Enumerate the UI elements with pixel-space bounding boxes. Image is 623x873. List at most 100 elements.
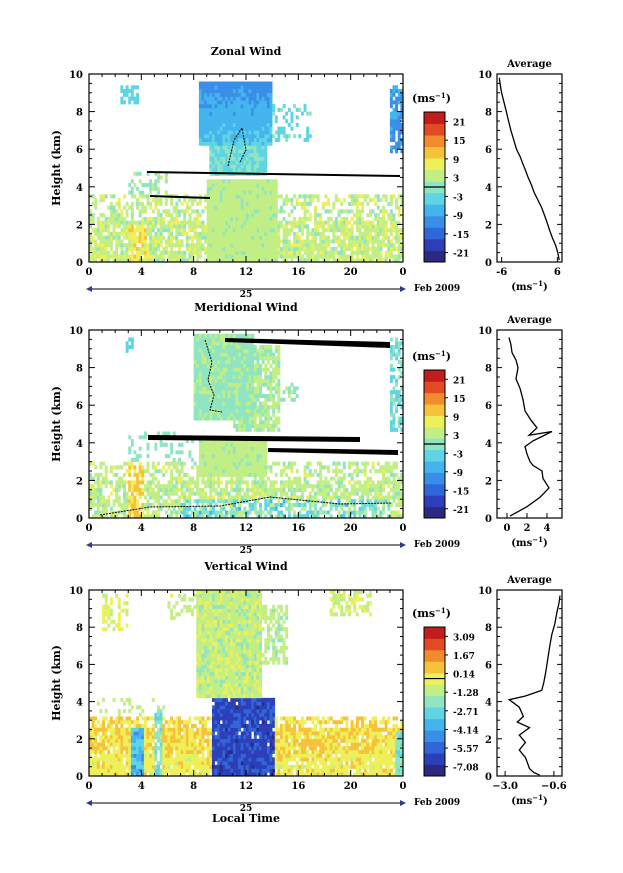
heatmap-cell	[227, 194, 231, 199]
heatmap-cell	[217, 461, 221, 466]
heatmap-cell	[204, 130, 208, 135]
heatmap-cell	[355, 491, 359, 496]
heatmap-cell	[332, 476, 336, 481]
heatmap-cell	[99, 224, 103, 229]
heatmap-cell	[136, 96, 140, 101]
heatmap-cell	[248, 213, 252, 218]
heatmap-cell	[324, 220, 328, 225]
heatmap-cell	[350, 194, 354, 199]
heatmap-cell	[248, 363, 252, 368]
heatmap-cell	[211, 439, 215, 444]
heatmap-cell	[261, 130, 265, 135]
heatmap-cell	[374, 495, 378, 500]
heatmap-cell	[251, 439, 255, 444]
heatmap-cell	[219, 205, 223, 210]
heatmap-cell	[204, 506, 208, 511]
heatmap-cell	[232, 397, 236, 402]
heatmap-cell	[177, 239, 181, 244]
heatmap-cell	[232, 371, 236, 376]
heatmap-cell	[298, 201, 302, 206]
heatmap-cell	[151, 491, 155, 496]
heatmap-cell	[130, 442, 134, 447]
heatmap-cell	[89, 254, 92, 259]
heatmap-cell	[340, 476, 344, 481]
heatmap-cell	[303, 476, 307, 481]
heatmap-cell	[334, 250, 338, 255]
heatmap-cell	[363, 250, 367, 255]
heatmap-cell	[246, 424, 249, 429]
heatmap-cell	[389, 390, 393, 395]
heatmap-cell	[256, 89, 260, 94]
heatmap-cell	[209, 92, 213, 97]
heatmap-cell	[246, 231, 249, 236]
heatmap-cell	[389, 149, 393, 154]
heatmap-cell	[196, 337, 200, 342]
heatmap-cell	[222, 416, 226, 421]
heatmap-cell	[157, 179, 160, 184]
heatmap-cell	[209, 333, 213, 338]
heatmap-cell	[206, 461, 210, 466]
heatmap-cell	[392, 100, 396, 105]
heatmap-cell	[264, 412, 268, 417]
heatmap-cell	[193, 356, 197, 361]
heatmap-cell	[183, 514, 187, 519]
heatmap-cell	[206, 341, 210, 346]
heatmap-cell	[238, 450, 242, 455]
heatmap-cell	[324, 465, 328, 470]
heatmap-cell	[109, 213, 113, 218]
heatmap-cell	[167, 506, 171, 511]
heatmap-cell	[266, 239, 270, 244]
heatmap-cell	[259, 390, 262, 395]
heatmap-cell	[256, 442, 260, 447]
heatmap-cell	[235, 465, 239, 470]
heatmap-cell	[290, 246, 294, 252]
heatmap-cell	[214, 345, 218, 350]
heatmap-cell	[211, 81, 215, 86]
heatmap-cell	[253, 198, 257, 203]
heatmap-cell	[219, 480, 223, 485]
heatmap-cell	[392, 246, 396, 252]
heatmap-cell	[246, 100, 249, 105]
heatmap-cell	[209, 454, 213, 459]
heatmap-cell	[193, 480, 197, 485]
heatmap-cell	[222, 235, 226, 240]
heatmap-cell	[151, 502, 155, 508]
heatmap-cell	[259, 164, 262, 169]
heatmap-cells	[89, 333, 404, 519]
heatmap-cell	[259, 465, 262, 470]
heatmap-cell	[198, 499, 202, 504]
heatmap-cell	[243, 393, 247, 398]
heatmap-cell	[371, 502, 375, 508]
heatmap-cell	[397, 209, 401, 214]
heatmap-cell	[188, 235, 192, 240]
heatmap-cell	[259, 424, 262, 429]
heatmap-cell	[358, 487, 362, 492]
heatmap-cell	[316, 514, 320, 519]
heatmap-cell	[230, 126, 234, 131]
heatmap-cell	[274, 235, 278, 240]
heatmap-cell	[259, 363, 262, 368]
heatmap-cell	[235, 461, 239, 466]
heatmap-cell	[243, 209, 247, 214]
heatmap-cell	[198, 92, 202, 97]
heatmap-cell	[272, 393, 276, 398]
heatmap-cell	[201, 506, 205, 511]
heatmap-cell	[361, 235, 365, 240]
heatmap-cell	[345, 220, 349, 225]
heatmap-cell	[397, 246, 401, 252]
heatmap-cell	[264, 107, 268, 112]
heatmap-cell	[306, 137, 310, 142]
heatmap-cell	[185, 487, 189, 492]
heatmap-cell	[128, 190, 132, 195]
heatmap-cell	[303, 246, 307, 252]
heatmap-cell	[345, 224, 349, 229]
heatmap-cell	[264, 205, 268, 210]
heatmap-cell	[198, 439, 202, 444]
heatmap-cell	[243, 231, 247, 236]
heatmap-cell	[259, 469, 262, 474]
heatmap-cell	[104, 246, 108, 252]
heatmap-cell	[217, 491, 221, 496]
heatmap-cell	[227, 186, 231, 191]
heatmap-cell	[374, 502, 378, 508]
heatmap-cell	[348, 194, 351, 199]
